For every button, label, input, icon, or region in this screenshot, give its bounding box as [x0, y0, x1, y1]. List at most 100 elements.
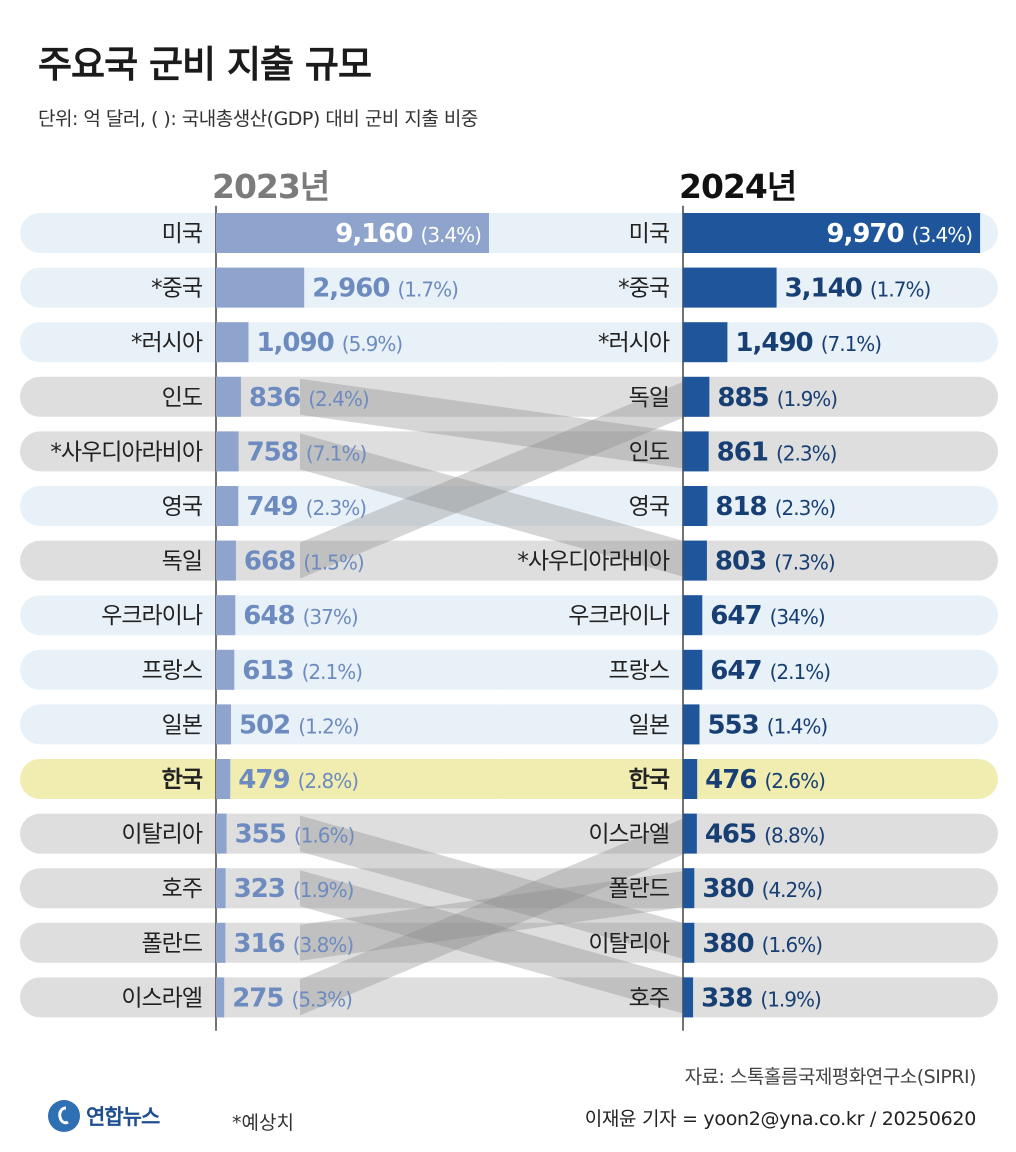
- bar: [683, 431, 709, 472]
- value-label: 553 (1.4%): [707, 710, 827, 740]
- value-label: 2,960 (1.7%): [312, 274, 458, 304]
- bar: [216, 813, 227, 854]
- country-label: 이탈리아: [588, 931, 669, 957]
- country-label: 인도: [162, 385, 202, 411]
- value-label: 275 (5.3%): [232, 983, 352, 1013]
- bar: [683, 267, 777, 308]
- country-label: 일본: [629, 712, 669, 738]
- country-label: 한국: [629, 767, 670, 793]
- value-label: 836 (2.4%): [249, 383, 369, 413]
- country-label: *중국: [618, 276, 669, 302]
- bar: [216, 649, 235, 690]
- yonhap-logo: 연합뉴스: [48, 1100, 160, 1132]
- country-label: 미국: [629, 221, 669, 247]
- bar: [683, 376, 710, 417]
- country-label: 폴란드: [142, 931, 202, 957]
- row-bg-2024: [484, 704, 998, 745]
- country-label: 프랑스: [609, 658, 669, 684]
- bar: [683, 486, 708, 526]
- country-label: *러시아: [598, 330, 670, 356]
- row-bg-2023: [20, 322, 520, 363]
- bar: [216, 922, 226, 963]
- bar: [683, 595, 703, 636]
- row-bg-2023: [20, 813, 520, 854]
- country-label: 호주: [162, 876, 202, 902]
- row-bg-2023: [20, 376, 520, 417]
- row-bg-2024: [484, 649, 998, 690]
- logo-text: 연합뉴스: [86, 1105, 160, 1129]
- rank-connector: [300, 433, 690, 579]
- rank-connector: [300, 870, 690, 961]
- estimate-footnote: *예상치: [232, 1112, 294, 1134]
- country-label: 우크라이나: [101, 603, 203, 629]
- bar: [216, 322, 249, 363]
- value-label: 647 (34%): [710, 601, 825, 631]
- rank-connector: [300, 870, 690, 1016]
- value-label: 502 (1.2%): [239, 710, 359, 740]
- value-label: 316 (3.8%): [233, 929, 353, 959]
- country-label: 영국: [162, 494, 202, 520]
- value-label: 647 (2.1%): [710, 656, 830, 686]
- value-label: 355 (1.6%): [235, 820, 355, 850]
- country-label: 프랑스: [142, 658, 202, 684]
- bar: [683, 540, 707, 581]
- value-label: 9,160 (3.4%): [335, 219, 481, 249]
- country-label: 독일: [162, 549, 202, 575]
- country-label: 인도: [629, 439, 669, 465]
- value-label: 749 (2.3%): [246, 492, 366, 522]
- country-label: *사우디아라비아: [50, 439, 202, 465]
- bar: [683, 213, 981, 253]
- bar: [683, 922, 695, 963]
- row-bg-2023: [20, 704, 520, 745]
- country-label: *중국: [151, 276, 202, 302]
- bar: [216, 213, 489, 253]
- rank-connector: [300, 378, 690, 579]
- row-bg-2024: [484, 595, 998, 636]
- value-label: 380 (1.6%): [702, 929, 822, 959]
- row-bg-2024: [484, 868, 998, 909]
- value-label: 861 (2.3%): [717, 437, 837, 467]
- bar: [216, 595, 236, 636]
- reporter-credit: 이재윤 기자 = yoon2@yna.co.kr / 20250620: [584, 1108, 977, 1130]
- chart-subtitle: 단위: 억 달러, ( ): 국내총생산(GDP) 대비 군비 지출 비중: [38, 108, 478, 130]
- bar: [216, 977, 225, 1018]
- source-note: 자료: 스톡홀름국제평화연구소(SIPRI): [684, 1066, 977, 1088]
- bar: [216, 376, 241, 417]
- country-label: 폴란드: [609, 876, 669, 902]
- bar: [683, 868, 695, 909]
- bar: [683, 759, 698, 799]
- logo-mark-icon: [48, 1100, 80, 1132]
- value-label: 803 (7.3%): [715, 547, 835, 577]
- row-bg-2023: [20, 540, 520, 581]
- bar: [683, 704, 700, 745]
- country-label: *사우디아라비아: [517, 549, 669, 575]
- row-bg-2024: [484, 486, 998, 526]
- bars: 미국 9,160 (3.4%) *중국 2,960 (1.7%) *러시아 1,090 (…: [50, 205, 981, 1031]
- country-label: 한국: [162, 767, 203, 793]
- value-label: 479 (2.8%): [238, 765, 358, 795]
- row-bg-2024: [484, 813, 998, 854]
- rank-connectors: [300, 378, 690, 1016]
- row-bg-2024: [484, 922, 998, 963]
- row-bg-2024: [484, 431, 998, 472]
- value-label: 9,970 (3.4%): [826, 219, 972, 249]
- year-label-2023: 2023년: [212, 167, 330, 206]
- bar: [216, 540, 236, 581]
- row-bg-2024: [484, 759, 998, 799]
- bar: [683, 813, 697, 854]
- country-label: 미국: [162, 221, 202, 247]
- row-bg-2023: [20, 977, 520, 1018]
- country-label: 이탈리아: [121, 822, 202, 848]
- country-label: 일본: [162, 712, 202, 738]
- bar: [683, 977, 694, 1018]
- country-label: 우크라이나: [568, 603, 670, 629]
- row-bg-2023: [20, 649, 520, 690]
- rank-connector: [300, 815, 690, 961]
- value-label: 476 (2.6%): [705, 765, 825, 795]
- value-label: 323 (1.9%): [234, 874, 354, 904]
- row-bg-2023: [20, 868, 520, 909]
- country-label: 독일: [629, 385, 669, 411]
- country-label: 호주: [629, 985, 669, 1011]
- value-label: 818 (2.3%): [715, 492, 835, 522]
- year-label-2024: 2024년: [679, 167, 797, 206]
